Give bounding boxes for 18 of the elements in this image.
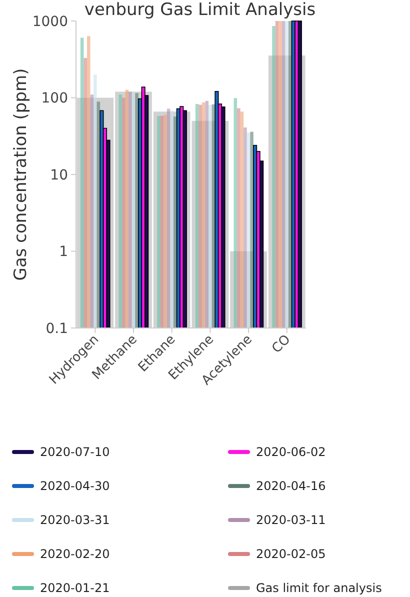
legend-label: 2020-02-05 [256,547,326,562]
legend-label: 2020-07-10 [40,445,110,460]
y-tick-label: 10 [50,167,68,184]
legend-label: 2020-02-20 [40,547,110,562]
y-tick-label: 0.1 [46,320,68,337]
y-axis-title: Gas concentration (ppm) [11,68,31,281]
legend-label: 2020-01-21 [40,581,110,596]
x-tick-label: CO [269,332,294,356]
legend-label: 2020-03-11 [256,513,326,528]
y-tick-label: 1 [59,244,68,260]
chart-title: venburg Gas Limit Analysis [84,0,316,20]
legend-label: 2020-04-30 [40,479,110,494]
y-tick-label: 1000 [32,14,68,30]
y-tick-label: 100 [41,90,68,107]
legend-label: 2020-06-02 [256,445,326,460]
legend-label: 2020-03-31 [40,513,110,528]
legend-label: Gas limit for analysis [256,581,382,596]
legend-label: 2020-04-16 [256,479,326,494]
